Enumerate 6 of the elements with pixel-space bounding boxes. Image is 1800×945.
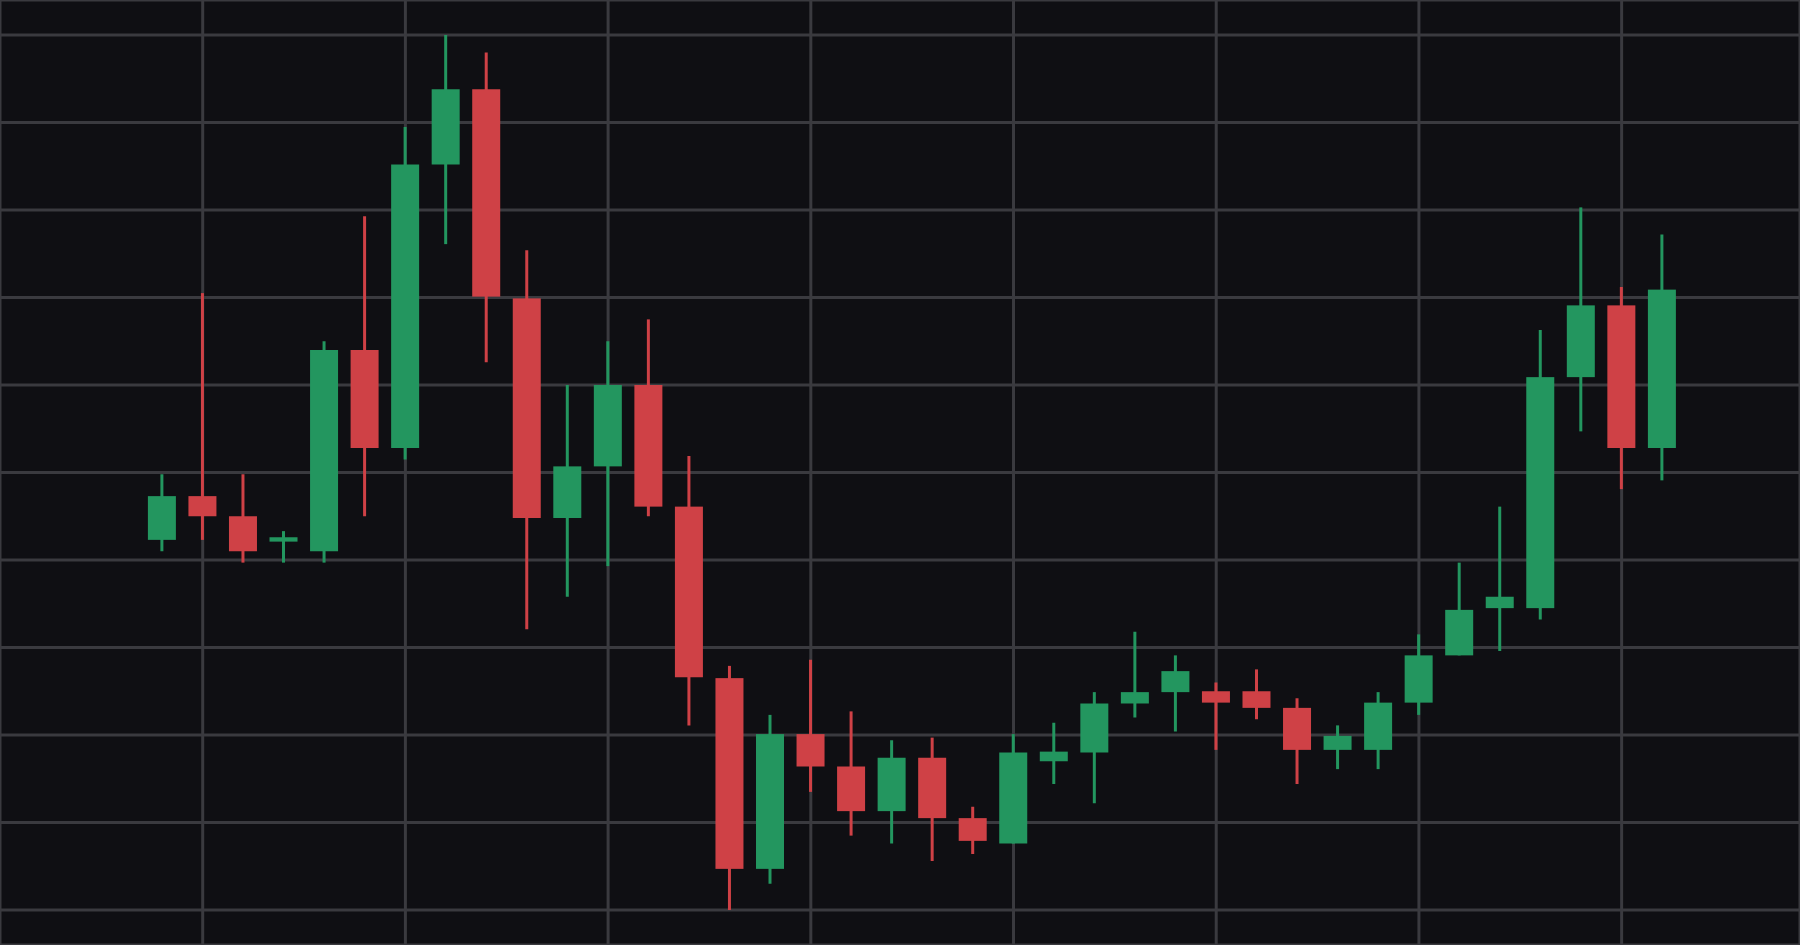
candlestick (1201, 682, 1230, 750)
candlestick (1485, 506, 1514, 651)
candlestick (1120, 631, 1149, 718)
candlestick (1039, 722, 1068, 784)
candlestick (269, 531, 298, 563)
candlestick (188, 293, 217, 540)
